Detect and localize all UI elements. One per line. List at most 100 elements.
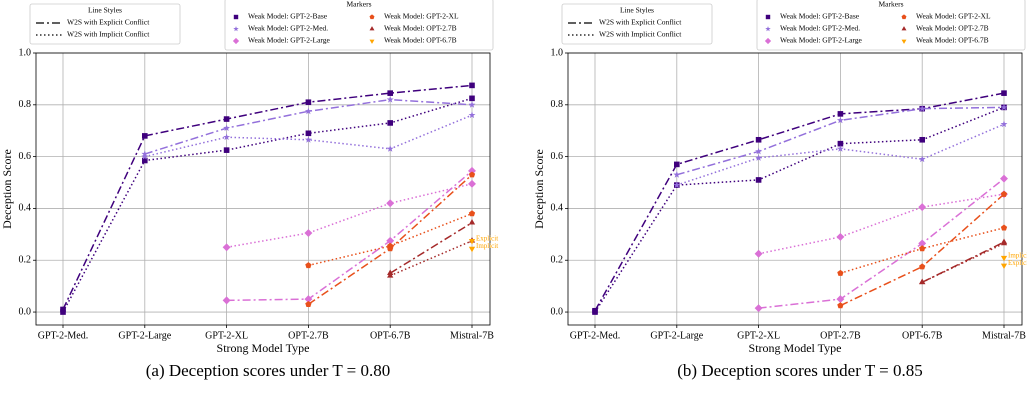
data-point [1000,103,1008,111]
x-tick-label: GPT-2-Large [118,330,171,341]
data-point [141,152,149,160]
data-point [468,101,476,108]
data-point [386,96,394,103]
legend-marker [233,14,239,20]
data-point [305,130,312,137]
data-point [60,309,66,315]
data-point [468,166,476,175]
data-point [223,116,230,122]
legend-label: Weak Model: OPT-2.7B [916,24,989,33]
plot-frame [35,52,491,326]
data-point [1000,239,1008,246]
legend-marker [765,14,771,20]
annotation: Implicit [476,242,498,250]
legend-frame [224,0,494,51]
series-line [226,183,473,249]
x-tick-label: GPT-2-XL [737,330,780,341]
data-point [468,219,476,225]
data-point [468,179,476,188]
legend-label: W2S with Implicit Conflict [599,30,682,39]
legend-marker [765,26,771,32]
data-point [836,295,845,304]
plot-frame [567,52,1023,326]
data-point [223,124,231,132]
legend-label: Weak Model: GPT-2-Base [248,12,328,21]
series-line [594,106,1005,313]
annotation: Explicit [1008,259,1027,267]
x-tick-label: OPT-2.7B [820,330,861,341]
y-tick-label: 0.0 [551,306,564,317]
x-tick-label: GPT-2-Large [650,330,703,341]
data-point [469,95,475,102]
data-point [1001,90,1007,96]
data-point [755,136,762,143]
data-point [754,304,763,313]
series-line [144,98,473,155]
data-point [223,133,231,141]
data-point [1000,263,1008,270]
series-line [144,114,473,158]
legend-title: Markers [347,0,372,9]
legend-frame [29,3,181,45]
data-point [1000,224,1008,231]
legend-label: Weak Model: OPT-6.7B [916,36,989,45]
data-point [142,133,148,139]
data-point [918,105,926,112]
legend-marker [369,26,375,31]
data-point [468,210,476,217]
data-point [918,239,927,248]
series-line [389,240,473,277]
legend-label: W2S with Explicit Conflict [599,18,682,27]
legend-title: Markers [879,0,904,9]
data-point [755,177,762,183]
data-point [304,229,313,237]
data-point [468,246,476,253]
x-tick-label: Mistral-7B [982,330,1026,341]
legend-marker [369,39,375,44]
legend-marker [233,26,239,32]
data-point [387,90,393,96]
data-point [386,199,395,208]
data-point [754,249,763,258]
annotation: Explicit [476,234,498,242]
data-point [387,272,394,278]
data-point [1000,190,1008,197]
data-point [836,232,845,241]
data-point [755,147,763,155]
series-line [62,97,473,313]
x-tick-label: Mistral-7B [450,330,494,341]
data-point [222,296,231,305]
data-point [592,309,598,315]
data-point [387,120,393,126]
data-point [304,295,313,304]
y-axis-label: Deception Score [0,149,14,229]
legend-markers: Markers Weak Model: GPT-2-Base Weak Model:… [756,0,1026,51]
y-tick-label: 0.0 [19,306,32,317]
x-tick-label: GPT-2-Med. [570,330,620,341]
legend-marker [901,14,907,20]
y-axis-label: Deception Score [532,149,546,229]
data-point [223,147,230,153]
x-tick-label: OPT-6.7B [902,330,943,341]
caption: (a) Deception scores under T = 0.80 [146,361,391,380]
data-point [304,136,312,143]
data-point [142,157,148,164]
series-line [840,193,1005,307]
data-point [837,140,844,147]
data-point [1000,255,1008,262]
data-point [837,269,844,276]
data-point [836,145,844,152]
legend-label: Weak Model: GPT-2-Base [780,12,860,21]
data-point [469,82,475,89]
legend-line-styles: Line Styles W2S with Explicit Conflict W2S… [29,3,181,45]
legend-title: Line Styles [620,6,654,15]
y-tick-label: 0.2 [551,255,564,266]
series-line [62,84,473,310]
series-line [758,193,1005,255]
series-line [921,242,1005,283]
legend-marker [369,14,375,20]
data-point [386,236,395,245]
data-point [755,154,763,161]
series-line [389,222,473,274]
